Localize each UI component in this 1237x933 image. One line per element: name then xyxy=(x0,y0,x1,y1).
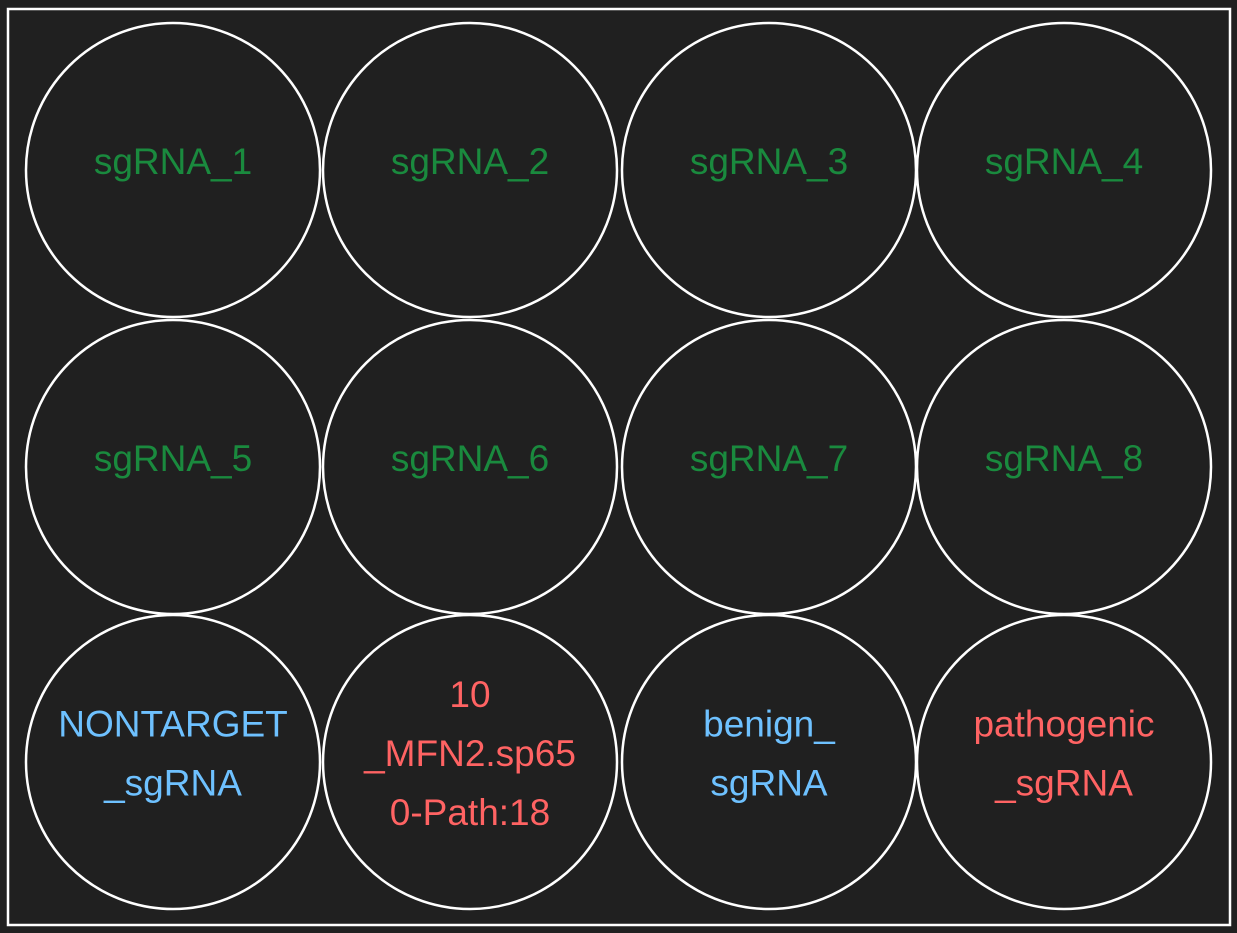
well-label: sgRNA xyxy=(710,762,828,803)
well-label: sgRNA_2 xyxy=(391,141,549,182)
well-label: _sgRNA xyxy=(103,762,242,803)
well xyxy=(321,21,619,319)
well xyxy=(24,613,322,911)
well xyxy=(321,613,619,911)
well-label: sgRNA_6 xyxy=(391,438,549,479)
well-label: NONTARGET xyxy=(58,703,288,744)
well-label: 10 xyxy=(449,674,490,715)
well-label: sgRNA_1 xyxy=(94,141,252,182)
well-label: benign_ xyxy=(703,703,835,744)
well-label: 0-Path:18 xyxy=(390,792,550,833)
well-label: pathogenic xyxy=(973,703,1154,744)
well-label: sgRNA_7 xyxy=(690,438,848,479)
well-label: sgRNA_4 xyxy=(985,141,1143,182)
well-label: sgRNA_8 xyxy=(985,438,1143,479)
plate-border xyxy=(6,7,1232,927)
well xyxy=(24,21,322,319)
well xyxy=(915,21,1213,319)
well-label: _sgRNA xyxy=(994,762,1133,803)
well-label: _MFN2.sp65 xyxy=(363,733,576,774)
well-label: sgRNA_3 xyxy=(690,141,848,182)
well-label: sgRNA_5 xyxy=(94,438,252,479)
well xyxy=(915,613,1213,911)
